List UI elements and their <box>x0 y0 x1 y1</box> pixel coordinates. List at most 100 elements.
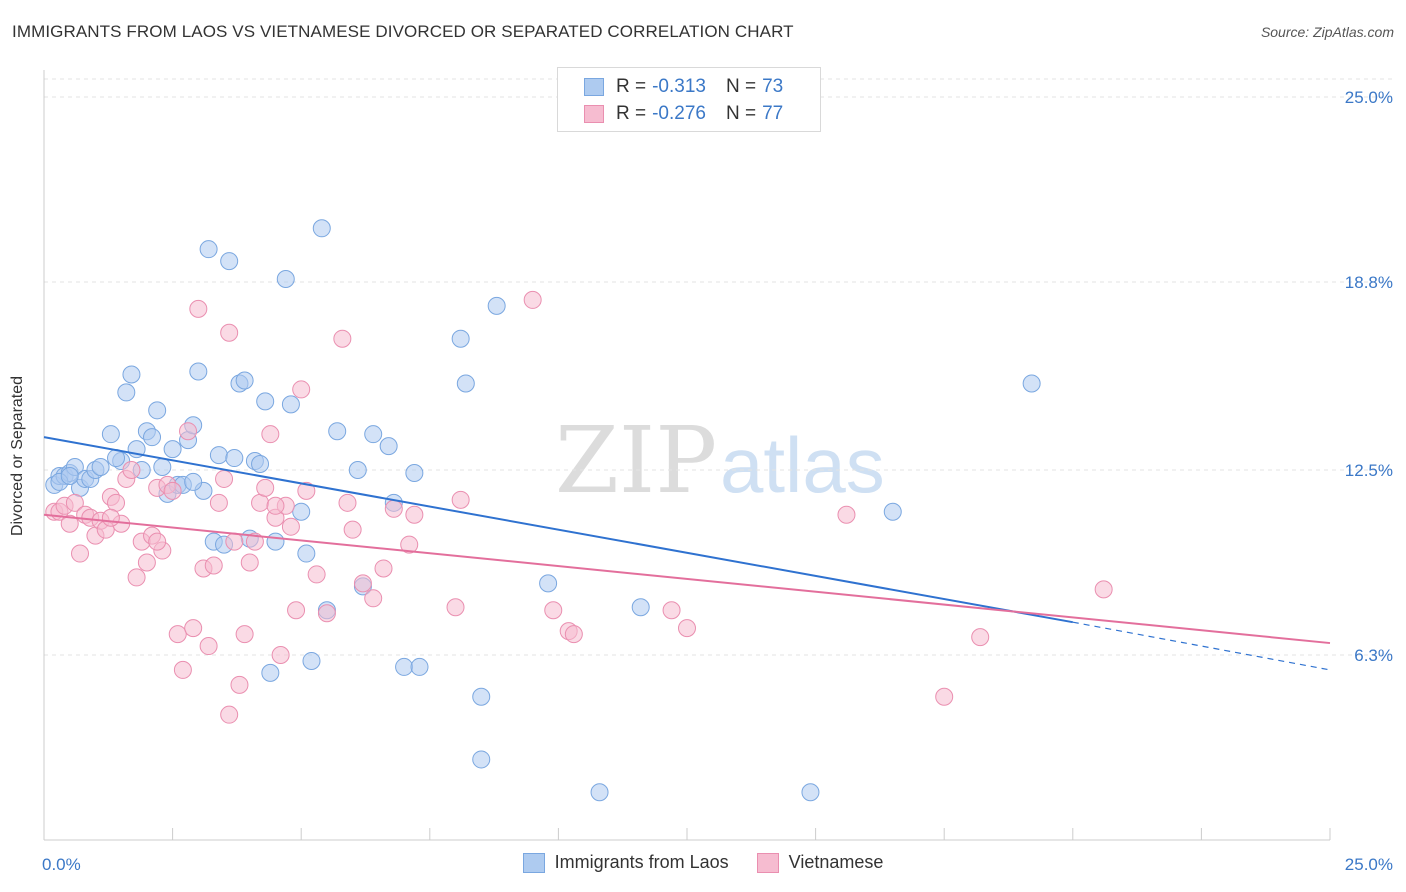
legend-row-laos: R = -0.313 N = 73 <box>584 74 783 100</box>
laos-point <box>297 544 316 563</box>
laos-point <box>60 466 79 485</box>
vietnamese-point <box>266 496 285 515</box>
laos-point <box>312 219 331 238</box>
vietnamese-point <box>179 422 198 441</box>
vietnamese-point <box>523 290 542 309</box>
chart-title: IMMIGRANTS FROM LAOS VS VIETNAMESE DIVOR… <box>12 22 794 41</box>
legend-r-value-laos: -0.313 <box>652 76 706 97</box>
vietnamese-point <box>230 675 249 694</box>
vietnamese-point <box>317 604 336 623</box>
vietnamese-point <box>678 619 696 638</box>
laos-point <box>266 532 285 551</box>
vietnamese-point <box>209 493 228 512</box>
laos-point <box>487 296 506 315</box>
vietnamese-point <box>837 505 856 524</box>
vietnamese-point <box>220 705 239 724</box>
laos-point <box>883 502 902 521</box>
series-name-vietnamese: Vietnamese <box>788 852 884 872</box>
legend-n-label: N = <box>725 76 757 97</box>
laos-point <box>184 472 203 491</box>
laos-point <box>539 574 558 593</box>
laos-point <box>451 329 470 348</box>
x-tick-label: 0.0% <box>42 855 81 874</box>
vietnamese-point <box>364 589 383 608</box>
vietnamese-point <box>215 469 234 488</box>
vietnamese-point <box>544 601 563 620</box>
laos-point <box>410 657 429 676</box>
vietnamese-point <box>400 535 419 554</box>
laos-point <box>117 383 136 402</box>
vietnamese-point <box>281 517 300 536</box>
y-tick-label: 12.5% <box>1345 461 1393 480</box>
vietnamese-point <box>292 380 311 399</box>
laos-point <box>189 362 208 381</box>
series-swatch-laos <box>522 852 545 873</box>
laos-point <box>101 425 120 444</box>
laos-point <box>143 428 162 447</box>
vietnamese-point <box>122 460 141 479</box>
vietnamese-point <box>71 544 90 563</box>
y-tick-label: 25.0% <box>1345 88 1393 107</box>
vietnamese-point <box>307 565 326 584</box>
vietnamese-point <box>271 646 290 664</box>
vietnamese-point <box>935 687 954 706</box>
laos-point <box>256 392 275 411</box>
legend-r-label: R = <box>616 103 647 124</box>
vietnamese-point <box>245 532 264 551</box>
legend-r-label: R = <box>616 76 647 97</box>
y-tick-label: 6.3% <box>1354 646 1393 665</box>
vietnamese-point <box>564 625 583 644</box>
vietnamese-point <box>235 625 254 644</box>
laos-point <box>405 463 424 482</box>
vietnamese-point <box>343 520 362 539</box>
laos-point <box>235 371 254 390</box>
x-tick-label: 25.0% <box>1345 855 1393 874</box>
laos-point <box>276 270 295 289</box>
vietnamese-point <box>163 481 182 500</box>
laos-point <box>153 458 172 477</box>
vietnamese-point <box>199 637 218 656</box>
vietnamese-point <box>60 514 79 533</box>
vietnamese-point <box>971 628 990 647</box>
laos-point <box>801 783 820 802</box>
legend-n-value-vietnamese: 77 <box>762 103 784 124</box>
vietnamese-point <box>65 493 84 512</box>
vietnamese-point <box>240 553 259 572</box>
laos-point <box>209 446 228 465</box>
vietnamese-point <box>1094 580 1113 599</box>
laos-point <box>472 750 491 769</box>
vietnamese-point <box>662 601 681 620</box>
laos-point <box>456 374 475 393</box>
vietnamese-point <box>338 493 357 512</box>
laos-point <box>631 598 650 617</box>
laos-point <box>292 502 311 521</box>
laos-point <box>91 458 110 477</box>
watermark-zip: ZIP <box>555 407 717 514</box>
vietnamese-point <box>137 553 156 572</box>
legend-swatch-laos <box>584 78 604 96</box>
source-label: Source: ZipAtlas.com <box>1260 24 1394 40</box>
laos-point <box>590 783 609 802</box>
y-axis-label: Divorced or Separated <box>9 375 26 537</box>
laos-point <box>302 651 321 670</box>
series-legend: Immigrants from Laos Vietnamese <box>0 852 1406 873</box>
laos-point <box>395 657 414 676</box>
laos-point <box>122 365 141 384</box>
vietnamese-point <box>184 619 203 638</box>
vietnamese-trend-line <box>43 513 1331 645</box>
legend-row-vietnamese: R = -0.276 N = 77 <box>584 101 783 127</box>
vietnamese-point <box>127 568 146 587</box>
vietnamese-point <box>374 559 393 578</box>
vietnamese-point <box>287 601 306 620</box>
vietnamese-point <box>353 574 372 593</box>
vietnamese-point <box>189 299 208 318</box>
vietnamese-point <box>220 323 239 342</box>
laos-point <box>379 437 398 456</box>
legend-n-value-laos: 73 <box>762 76 784 97</box>
laos-point <box>163 440 182 459</box>
vietnamese-point <box>251 493 270 512</box>
laos-point <box>261 663 280 682</box>
vietnamese-point <box>446 598 465 617</box>
laos-point <box>472 687 491 706</box>
